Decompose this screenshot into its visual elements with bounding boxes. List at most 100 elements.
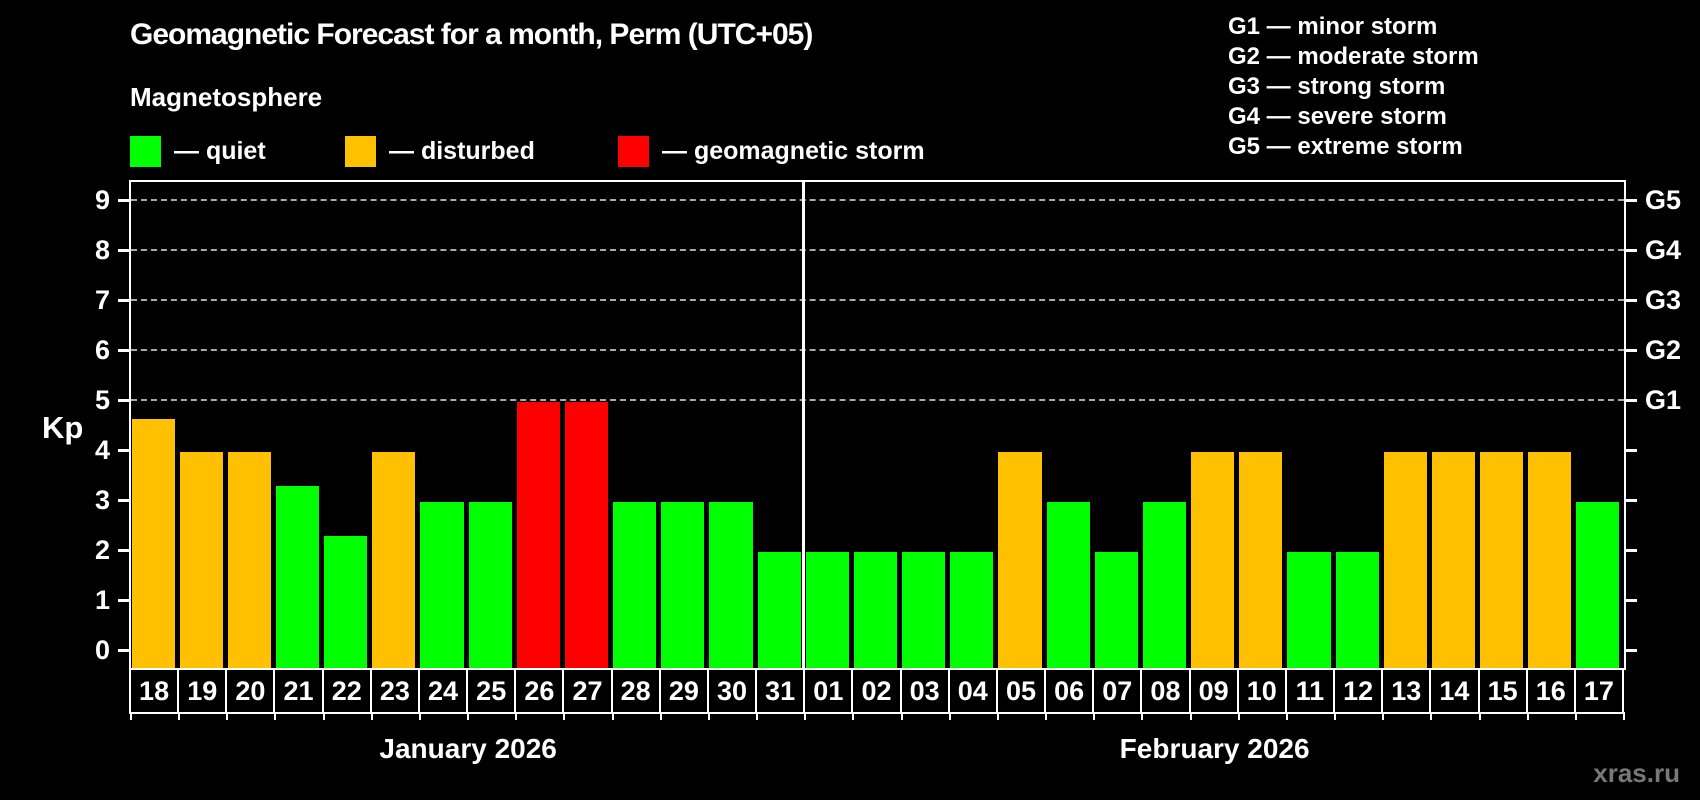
kp-bar-day-20 [227,452,271,668]
date-cell-14: 14 [1429,668,1480,714]
g-axis-label-g4: G4 [1645,235,1682,265]
legend-item-disturbed: — disturbed [345,136,535,167]
left-axis-tick-7 [118,298,130,302]
y-axis-label-0: 0 [94,635,110,665]
date-axis-tick [515,712,518,720]
date-axis-tick [1285,712,1288,720]
date-cell-25: 25 [466,668,517,714]
kp-bar-day-05 [998,452,1042,668]
date-cell-23: 23 [369,668,420,714]
date-cell-05: 05 [995,668,1047,714]
legend-item-quiet: — quiet [130,136,266,167]
kp-bar-day-12 [1335,552,1379,668]
y-axis-label-5: 5 [94,385,110,415]
date-cell-02: 02 [851,668,902,714]
date-cell-03: 03 [899,668,950,714]
kp-bar-day-26 [516,402,560,668]
y-axis-label-1: 1 [94,585,110,615]
left-axis-tick-9 [118,198,130,202]
kp-bar-day-21 [275,485,320,668]
date-axis-tick [178,712,181,720]
g4-legend-line: G4 — severe storm [1228,103,1447,130]
date-axis-tick [1478,712,1481,720]
kp-bar-day-18 [131,418,175,668]
g-axis-label-g2: G2 [1645,335,1682,365]
date-cell-18: 18 [129,668,180,714]
date-axis-tick [1623,712,1625,720]
right-axis-tick-0 [1625,648,1637,652]
right-axis-tick-3 [1625,498,1637,502]
g-scale-legend: G1 — minor storm G2 — moderate storm G3 … [1228,12,1479,162]
right-axis-tick-1 [1625,598,1637,602]
date-cell-01: 01 [803,668,854,714]
chart-title: Geomagnetic Forecast for a month, Perm (… [130,18,813,51]
month-separator [801,182,805,668]
kp-bar-day-27 [564,402,609,668]
legend-item-storm: — geomagnetic storm [618,136,925,167]
quiet-color-swatch [130,136,161,167]
date-cell-29: 29 [658,668,709,714]
legend-label-quiet: — quiet [174,137,266,165]
kp-bar-day-14 [1431,452,1475,668]
disturbed-color-swatch [345,136,376,167]
kp-bar-day-09 [1191,452,1235,668]
date-cell-31: 31 [755,668,806,714]
kp-bar-day-23 [372,452,416,668]
date-axis-tick [611,712,614,720]
date-cell-08: 08 [1140,668,1191,714]
right-axis-tick-4 [1625,448,1637,452]
kp-bar-day-15 [1480,452,1524,668]
date-axis-tick [1574,712,1577,720]
date-axis-tick [226,712,229,720]
date-cell-27: 27 [562,668,613,714]
left-axis-tick-6 [118,348,130,352]
date-cell-12: 12 [1333,668,1384,714]
date-cell-16: 16 [1525,668,1576,714]
kp-bar-day-01 [805,552,849,668]
left-axis-tick-2 [118,548,130,552]
y-axis-label-8: 8 [94,235,110,265]
gridline-kp-5 [131,399,1624,401]
left-axis-tick-3 [118,498,130,502]
plot-area [129,180,1626,670]
y-axis-label-4: 4 [94,435,110,465]
kp-bar-day-02 [853,552,898,668]
date-axis-tick [370,712,373,720]
y-axis-label-6: 6 [94,335,110,365]
date-cell-11: 11 [1284,668,1336,714]
date-axis-tick [322,712,325,720]
date-axis-tick [852,712,855,720]
date-cell-17: 17 [1573,668,1624,714]
date-axis-tick [1093,712,1096,720]
date-axis-tick [707,712,710,720]
date-axis-tick [130,712,132,720]
date-axis-tick [1334,712,1337,720]
date-axis-tick [1382,712,1385,720]
date-axis-tick [1237,712,1240,720]
legend-label-disturbed: — disturbed [389,137,535,165]
y-axis-label-9: 9 [94,185,110,215]
date-cell-28: 28 [610,668,661,714]
left-axis-tick-0 [118,648,130,652]
month-label: February 2026 [1119,733,1310,764]
kp-bar-day-07 [1094,552,1138,668]
kp-bar-day-04 [950,552,994,668]
kp-bar-day-08 [1142,502,1187,668]
g5-legend-line: G5 — extreme storm [1228,133,1463,160]
kp-bar-day-31 [757,552,801,668]
y-axis-label-7: 7 [94,285,110,315]
date-cell-26: 26 [514,668,565,714]
date-axis-tick [996,712,999,720]
date-axis-tick [563,712,566,720]
date-axis-tick [1189,712,1192,720]
date-axis-tick [418,712,421,720]
right-axis-tick-2 [1625,548,1637,552]
g-axis-label-g3: G3 [1645,285,1682,315]
date-cell-20: 20 [225,668,276,714]
g2-legend-line: G2 — moderate storm [1228,43,1479,70]
date-axis-tick [948,712,951,720]
date-axis-tick [1526,712,1529,720]
kp-bar-day-29 [661,502,705,668]
kp-bar-day-19 [179,452,223,668]
watermark: xras.ru [1593,758,1680,788]
